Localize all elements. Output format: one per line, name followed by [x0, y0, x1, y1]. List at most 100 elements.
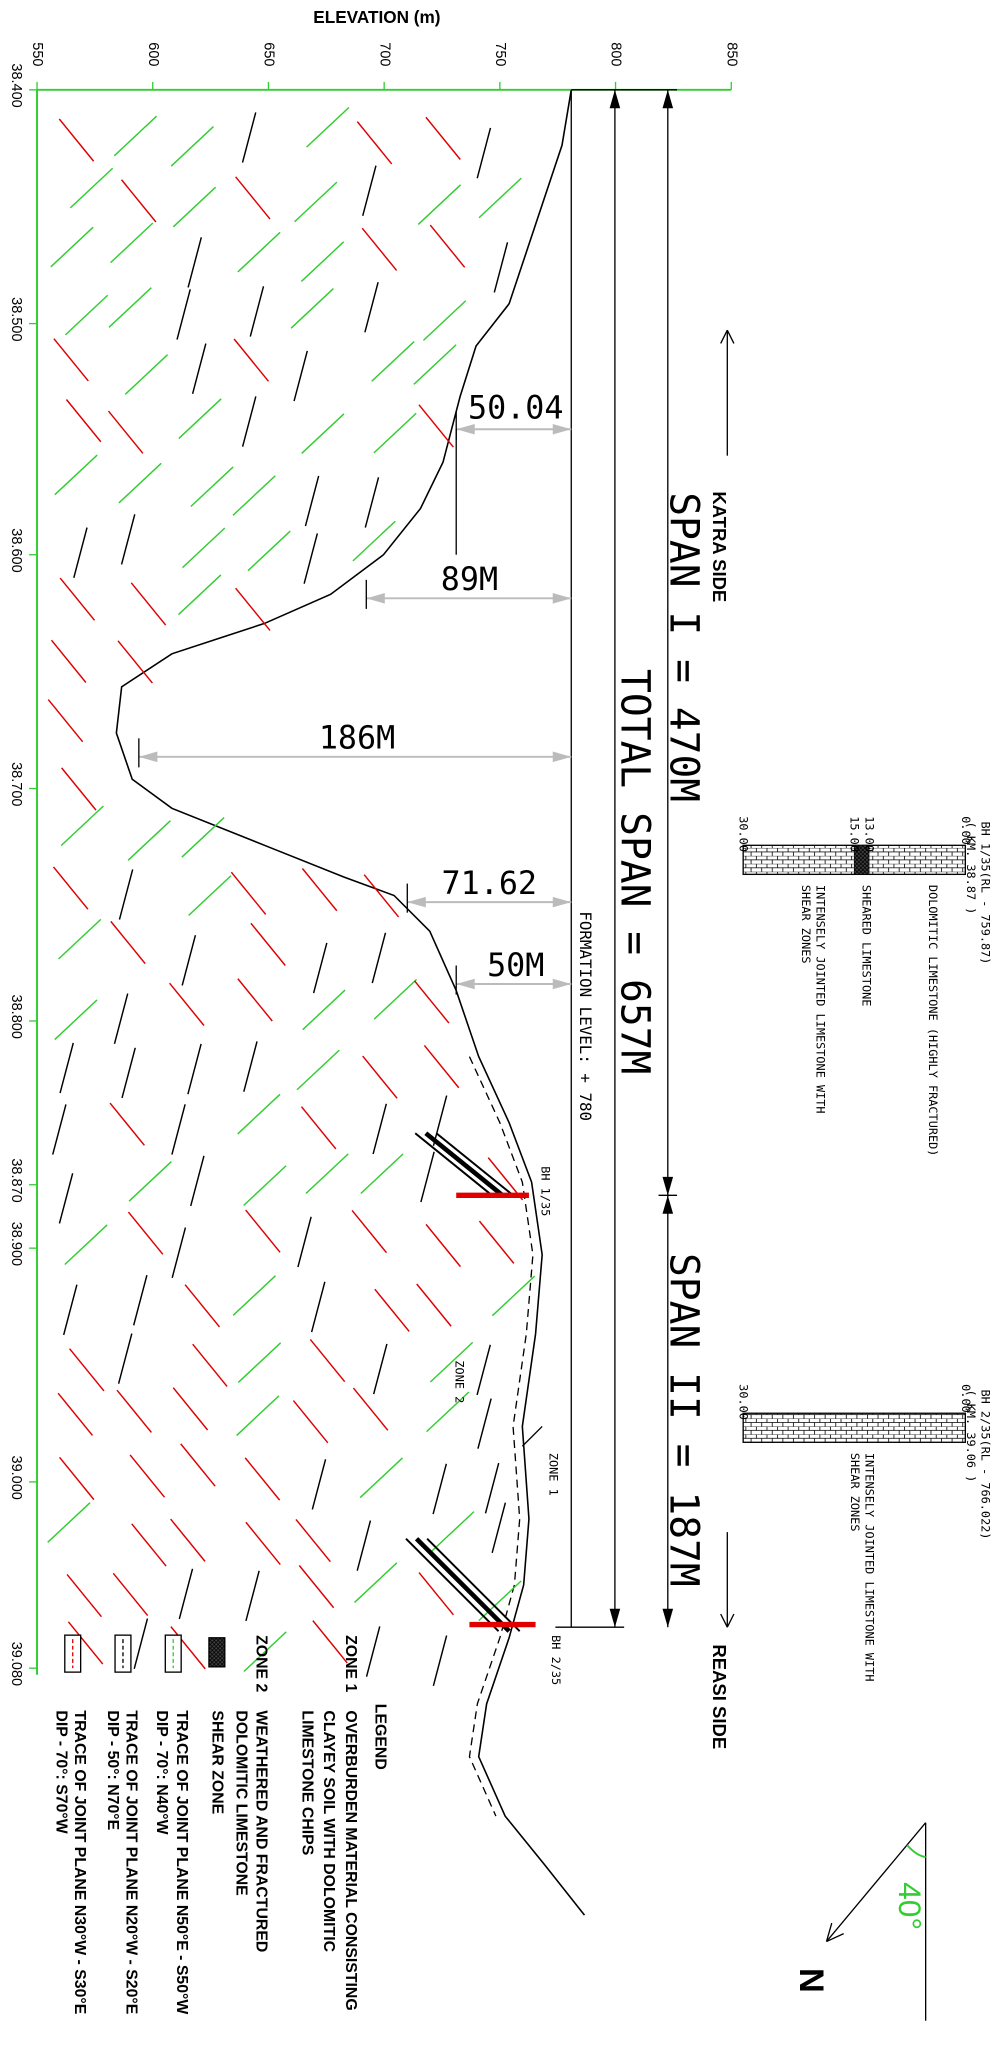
joint-trace-red — [120, 179, 157, 223]
joint-trace-green — [110, 222, 154, 264]
joint-trace-black — [241, 112, 257, 163]
legend-text: WEATHERED AND FRACTURED — [252, 1710, 269, 1952]
axis-title: ELEVATION (m) — [313, 7, 440, 27]
zone-1-boundary — [468, 1056, 534, 1817]
joint-trace-green — [124, 354, 169, 395]
borehole-depth: 30.00 — [737, 816, 751, 852]
joint-trace-red — [61, 767, 97, 811]
joint-trace-black — [432, 1095, 448, 1146]
arrowhead — [662, 89, 674, 109]
joint-trace-green — [54, 454, 98, 496]
zone-label: ZONE 1 — [546, 1453, 560, 1496]
elevation-tick-label: 750 — [492, 42, 508, 66]
north-arrow — [825, 1822, 927, 1942]
joint-trace-black — [176, 289, 191, 340]
borehole-column — [742, 1412, 966, 1443]
joint-trace-red — [301, 868, 338, 912]
borehole-label: BH 1/35 — [538, 1166, 552, 1216]
borehole-depth: 30.00 — [737, 1384, 751, 1420]
dimension-label: 50.04 — [468, 390, 563, 426]
arrowhead — [825, 1922, 844, 1943]
joint-trace-green — [354, 1562, 398, 1603]
joint-trace-red — [67, 1621, 104, 1665]
shear-zone-band — [426, 1538, 521, 1632]
joint-trace-red — [47, 699, 84, 743]
angle-arc — [906, 1844, 926, 1859]
joint-trace-red — [423, 1045, 460, 1089]
joint-trace-green — [118, 462, 162, 504]
joint-trace-black — [191, 343, 207, 394]
joint-trace-black — [121, 1047, 136, 1099]
legend-text: TRACE OF JOINT PLANE N50°E - S50°W — [173, 1710, 190, 2014]
joint-trace-black — [484, 1462, 500, 1514]
joint-trace-green — [413, 344, 457, 385]
joint-trace-green — [302, 989, 346, 1031]
legend-text: TRACE OF JOINT PLANE N30°W - S30°E — [71, 1710, 88, 2014]
joint-trace-red — [230, 871, 267, 915]
joint-trace-red — [237, 978, 273, 1022]
joint-trace-green — [113, 115, 158, 157]
joint-trace-red — [309, 1338, 346, 1383]
joint-trace-green — [305, 1153, 349, 1195]
joint-trace-red — [116, 1389, 152, 1433]
joint-trace-green — [50, 226, 94, 268]
joint-trace-green — [301, 413, 345, 454]
joint-trace-green — [360, 1153, 404, 1195]
joint-trace-red — [413, 980, 450, 1024]
joint-trace-black — [364, 477, 380, 528]
joint-trace-red — [418, 404, 454, 448]
joint-trace-green — [181, 817, 225, 858]
arrowhead — [662, 1608, 674, 1628]
joint-trace-red — [298, 1565, 335, 1609]
span-1-label: SPAN I = 470M — [661, 492, 707, 802]
joint-trace-black — [362, 165, 377, 217]
joint-trace-black — [365, 1626, 381, 1677]
chainage-tick-label: 38.900 — [8, 1222, 24, 1266]
joint-trace-green — [172, 186, 217, 228]
joint-trace-black — [120, 514, 136, 565]
joint-trace-red — [130, 582, 167, 626]
elevation-tick-label: 850 — [723, 42, 739, 66]
joint-trace-red — [57, 1392, 94, 1436]
joint-trace-green — [294, 181, 338, 223]
joint-trace-black — [297, 1216, 312, 1268]
arrowhead — [662, 1176, 674, 1196]
joint-trace-black — [476, 127, 492, 179]
legend-text: DIP - 50°: N70°E — [104, 1710, 121, 1830]
arrowhead — [407, 896, 426, 908]
joint-trace-red — [300, 1106, 337, 1150]
chainage-tick-label: 38.870 — [8, 1158, 24, 1202]
legend-key: ZONE 1 — [342, 1635, 359, 1692]
joint-trace-black — [310, 1281, 326, 1333]
elevation-tick-label: 650 — [261, 42, 277, 66]
joint-trace-red — [352, 1387, 389, 1431]
borehole-shear-layer — [853, 844, 870, 875]
borehole-depth: 0.00 — [959, 1384, 973, 1413]
joint-trace-black — [133, 1618, 149, 1669]
arrowhead — [552, 978, 572, 990]
arrowhead — [662, 1195, 674, 1214]
shear-zone-band — [414, 1537, 511, 1633]
joint-trace-green — [371, 341, 415, 382]
joint-trace-green — [188, 875, 232, 916]
joint-trace-green — [359, 1457, 404, 1499]
joint-trace-black — [491, 1502, 507, 1554]
joint-trace-red — [244, 1457, 281, 1501]
arrowhead — [456, 978, 475, 990]
joint-trace-green — [170, 126, 214, 167]
joint-trace-red — [363, 874, 400, 918]
joint-trace-black — [187, 1043, 202, 1095]
chainage-tick-label: 39.000 — [8, 1456, 24, 1500]
joint-trace-red — [478, 1220, 515, 1264]
joint-trace-black — [432, 1635, 448, 1686]
joint-trace-red — [351, 1209, 388, 1254]
chainage-tick-label: 38.400 — [8, 63, 24, 107]
reasi-side-label: REASI SIDE — [709, 1644, 730, 1749]
legend-swatch — [208, 1637, 226, 1668]
joint-trace-black — [73, 527, 88, 578]
joint-trace-green — [58, 918, 102, 960]
joint-trace-red — [52, 866, 89, 910]
joint-trace-red — [117, 640, 153, 684]
arrowhead — [720, 329, 735, 344]
